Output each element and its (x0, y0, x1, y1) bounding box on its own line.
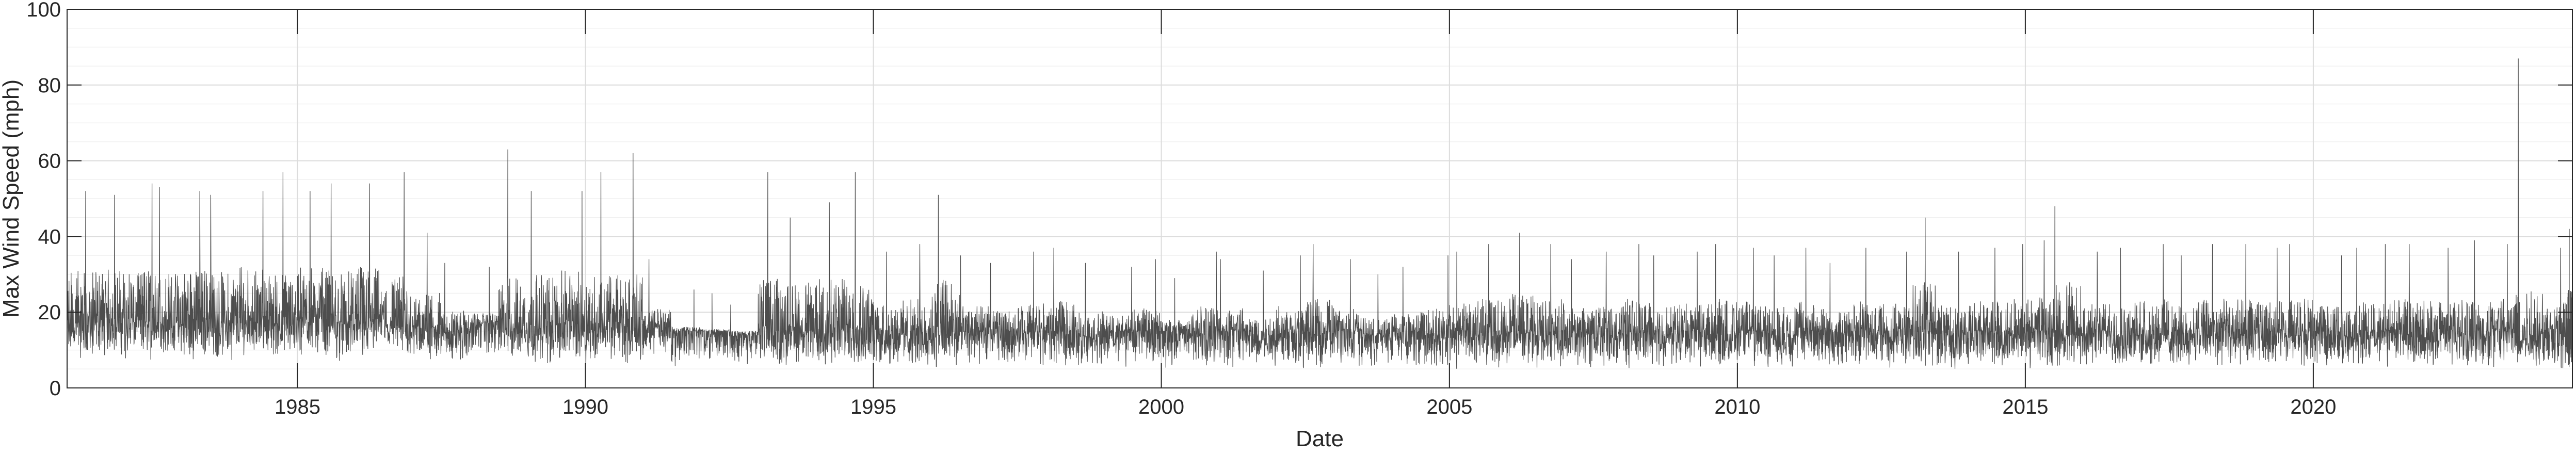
series-line (67, 58, 2573, 369)
grid-layer (67, 9, 2572, 388)
x-tick-label: 1990 (562, 396, 608, 418)
x-tick-label: 1995 (850, 396, 896, 418)
y-axis-title: Max Wind Speed (mph) (0, 79, 24, 318)
series-layer (67, 58, 2573, 369)
y-tick-label: 60 (38, 150, 61, 173)
x-axis-title: Date (1296, 426, 1344, 451)
x-tick-label: 2000 (1138, 396, 1184, 418)
tick-layer: 0 20 40 60 80 100 1985 1990 1995 2000 2005 2010 2015… (26, 0, 2572, 418)
y-tick-label: 100 (26, 0, 61, 21)
x-tick-label: 1985 (275, 396, 320, 418)
axes-layer (67, 9, 2573, 388)
y-tick-label: 20 (38, 301, 61, 324)
x-tick-label: 2020 (2290, 396, 2336, 418)
x-tick-label: 2015 (2002, 396, 2048, 418)
y-tick-label: 80 (38, 74, 61, 97)
x-tick-label: 2010 (1714, 396, 1760, 418)
y-tick-label: 40 (38, 225, 61, 248)
plot-frame (67, 9, 2573, 388)
y-tick-label: 0 (50, 377, 61, 400)
x-tick-label: 2005 (1426, 396, 1472, 418)
